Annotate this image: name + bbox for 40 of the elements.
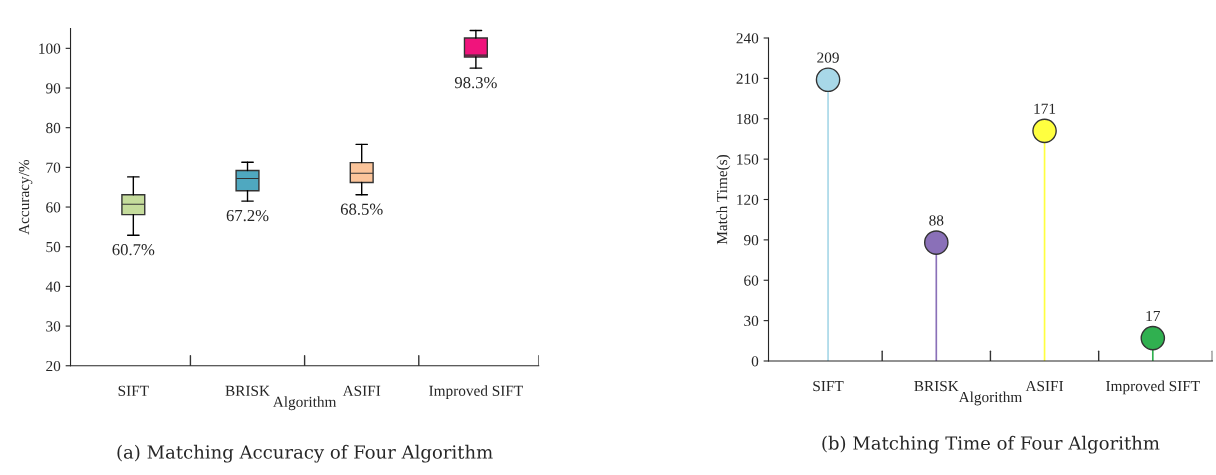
x-tick-label: Improved SIFT [1106,380,1200,395]
x-tick-label: SIFT [118,385,149,396]
y-tick-label: 0 [751,356,759,367]
x-tick-label: BRISK [225,385,270,396]
y-tick-label: 240 [736,33,759,44]
x-axis-title: Algorithm [272,396,337,411]
y-tick-label: 90 [744,235,759,246]
data-label: 17 [1146,310,1161,321]
x-tick-label: BRISK [914,380,959,392]
annotation: 98.3% [454,76,497,89]
y-axis-title: Match Time(s) [716,154,731,245]
x-tick-label: ASIFI [342,385,381,396]
y-tick-label: 20 [46,360,61,372]
y-tick-label: 30 [46,321,61,332]
y-tick-label: 210 [736,73,759,84]
x-axis-title: Algorithm [958,391,1023,406]
y-tick-label: 30 [744,315,759,327]
y-tick-label: 150 [737,154,759,165]
annotation: 68.5% [340,203,383,215]
y-tick-label: 100 [39,43,61,54]
x-tick-label: SIFT [813,380,844,392]
data-label: 171 [1034,103,1056,114]
text: (b) Matching Time of Four Algorithm [822,435,1160,454]
data-label: 88 [929,215,944,226]
x-tick-label: Improved SIFT [429,385,523,400]
y-tick-label: 60 [46,202,61,213]
text: (a) Matching Accuracy of Four Algorithm [117,444,493,463]
annotation: 60.7% [112,244,155,256]
annotation: 67.2% [226,209,269,222]
y-tick-label: 80 [46,122,61,134]
y-tick-label: 70 [46,162,61,173]
y-tick-label: 120 [737,194,759,205]
y-tick-label: 180 [737,113,759,125]
data-label: 209 [817,52,839,63]
y-tick-label: 50 [46,241,61,253]
y-tick-label: 60 [744,275,759,286]
y-tick-label: 40 [45,281,61,292]
x-tick-label: ASIFI [1025,380,1064,392]
y-axis-title: Accuracy/% [18,159,33,235]
y-tick-label: 90 [46,83,61,94]
